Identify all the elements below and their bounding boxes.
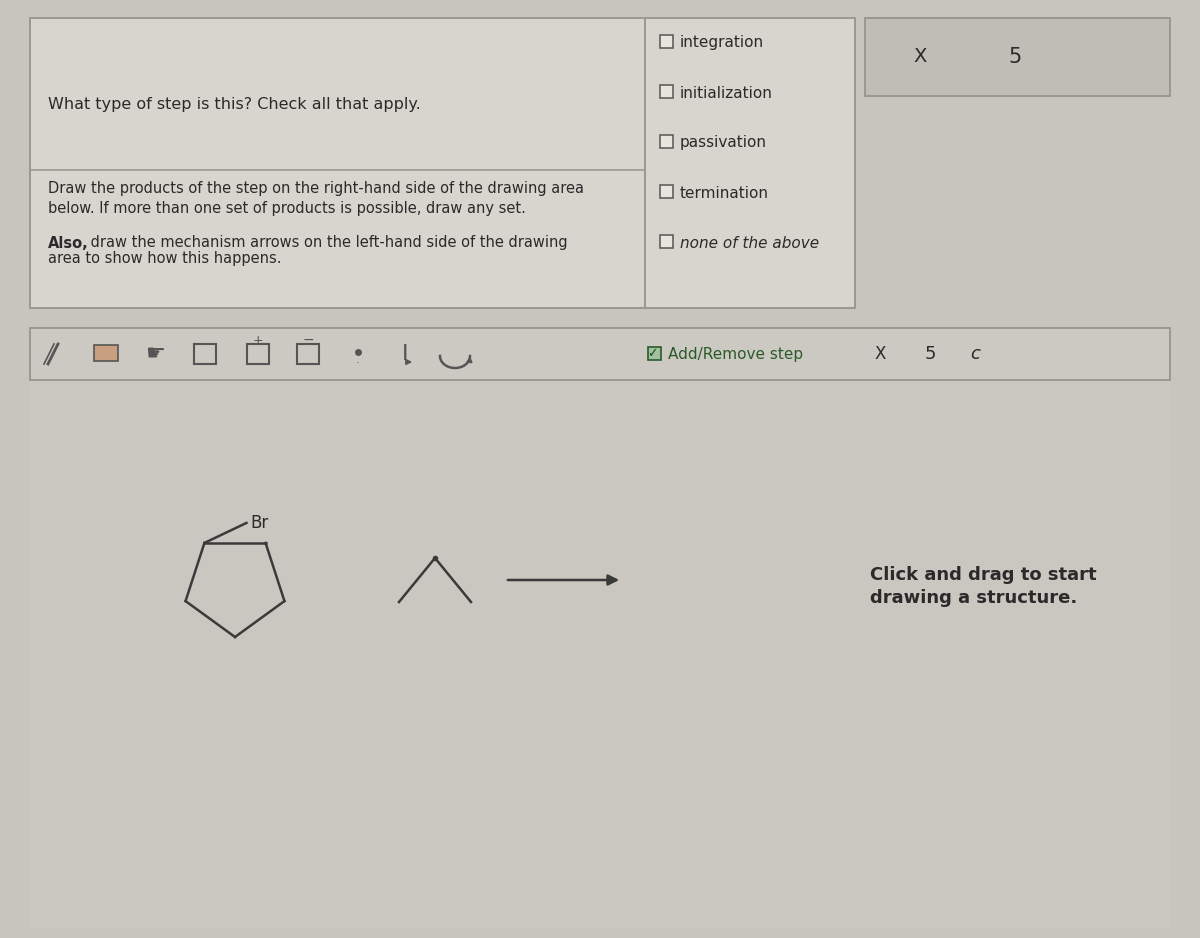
Text: below. If more than one set of products is possible, draw any set.: below. If more than one set of products … xyxy=(48,201,526,216)
Text: ✓: ✓ xyxy=(647,347,658,360)
FancyBboxPatch shape xyxy=(660,235,673,249)
Text: termination: termination xyxy=(680,186,769,201)
Text: What type of step is this? Check all that apply.: What type of step is this? Check all tha… xyxy=(48,98,421,113)
Text: draw the mechanism arrows on the left-hand side of the drawing: draw the mechanism arrows on the left-ha… xyxy=(86,235,568,250)
Text: X: X xyxy=(875,345,886,363)
Text: X: X xyxy=(913,48,926,67)
Text: ☛: ☛ xyxy=(145,344,166,364)
Text: 5: 5 xyxy=(1008,47,1021,67)
Text: drawing a structure.: drawing a structure. xyxy=(870,589,1078,607)
Text: initialization: initialization xyxy=(680,85,773,100)
FancyBboxPatch shape xyxy=(648,347,661,360)
Text: Br: Br xyxy=(251,514,269,532)
FancyBboxPatch shape xyxy=(660,36,673,49)
FancyBboxPatch shape xyxy=(94,345,118,361)
Text: Add/Remove step: Add/Remove step xyxy=(668,347,803,362)
Text: c: c xyxy=(970,345,980,363)
FancyBboxPatch shape xyxy=(646,18,854,308)
Text: Click and drag to start: Click and drag to start xyxy=(870,566,1097,584)
Text: Also,: Also, xyxy=(48,235,89,250)
Text: passivation: passivation xyxy=(680,135,767,150)
Text: +: + xyxy=(253,334,263,346)
Text: I: I xyxy=(402,344,408,364)
Text: Draw the products of the step on the right-hand side of the drawing area: Draw the products of the step on the rig… xyxy=(48,181,584,196)
FancyBboxPatch shape xyxy=(865,18,1170,96)
FancyBboxPatch shape xyxy=(30,380,1170,928)
FancyBboxPatch shape xyxy=(660,186,673,199)
FancyBboxPatch shape xyxy=(660,85,673,98)
FancyBboxPatch shape xyxy=(30,328,1170,380)
Text: −: − xyxy=(302,333,314,347)
Text: integration: integration xyxy=(680,36,764,51)
Text: area to show how this happens.: area to show how this happens. xyxy=(48,251,282,266)
FancyBboxPatch shape xyxy=(30,18,646,308)
Text: 5: 5 xyxy=(924,345,936,363)
FancyBboxPatch shape xyxy=(660,135,673,148)
Text: .: . xyxy=(356,355,360,365)
Text: none of the above: none of the above xyxy=(680,235,820,250)
